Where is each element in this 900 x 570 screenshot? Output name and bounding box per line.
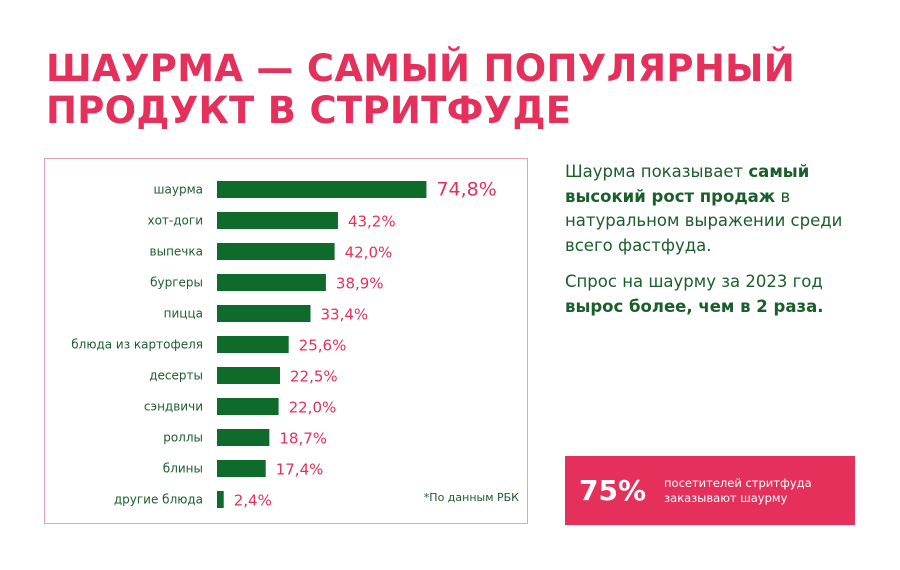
value-label: 22,5% bbox=[290, 368, 338, 386]
bar bbox=[217, 491, 224, 508]
bar bbox=[217, 305, 311, 322]
value-label: 38,9% bbox=[336, 275, 384, 293]
bar bbox=[217, 398, 279, 415]
category-label: хот-доги bbox=[147, 214, 203, 228]
value-label: 43,2% bbox=[348, 213, 396, 231]
stat-caption-line-1: посетителей стритфуда bbox=[664, 475, 812, 490]
page-title: ШАУРМА — САМЫЙ ПОПУЛЯРНЫЙ ПРОДУКТ В СТРИ… bbox=[46, 48, 866, 132]
bar bbox=[217, 274, 326, 291]
value-label: 17,4% bbox=[276, 461, 324, 479]
category-label: блины bbox=[163, 462, 203, 476]
category-label: сэндвичи bbox=[144, 400, 203, 414]
value-label: 74,8% bbox=[436, 179, 496, 201]
side-paragraph-2: Спрос на шаурму за 2023 год вырос более,… bbox=[565, 270, 865, 319]
side-p1-text-a: Шаурма показывает bbox=[565, 162, 749, 181]
side-p2-text-a: Спрос на шаурму за 2023 год bbox=[565, 272, 823, 291]
side-paragraph-1: Шаурма показывает самый высокий рост про… bbox=[565, 160, 865, 258]
value-label: 33,4% bbox=[321, 306, 369, 324]
value-label: 22,0% bbox=[289, 399, 337, 417]
value-label: 42,0% bbox=[345, 244, 393, 262]
bar-chart: шаурма 74,8% хот-доги 43,2% выпечка 42,0% бург… bbox=[71, 179, 497, 510]
bar bbox=[217, 243, 335, 260]
value-label: 2,4% bbox=[234, 492, 272, 510]
stat-caption-line-2: заказывают шаурму bbox=[664, 490, 788, 505]
category-label: блюда из картофеля bbox=[71, 338, 203, 352]
category-label: роллы bbox=[163, 431, 203, 445]
side-p1-text-c: в натуральном выражении среди всего фаст… bbox=[565, 186, 843, 255]
title-line-1: ШАУРМА — САМЫЙ ПОПУЛЯРНЫЙ bbox=[46, 47, 796, 90]
category-label: выпечка bbox=[150, 245, 203, 259]
side-description: Шаурма показывает самый высокий рост про… bbox=[565, 160, 865, 331]
category-label: другие блюда bbox=[114, 493, 203, 507]
side-p1-highlight: самый высокий рост продаж bbox=[565, 162, 810, 206]
category-label: бургеры bbox=[150, 276, 203, 290]
category-label: десерты bbox=[149, 369, 203, 383]
bar bbox=[217, 212, 338, 229]
bar-chart-panel: шаурма 74,8% хот-доги 43,2% выпечка 42,0% бург… bbox=[44, 158, 528, 524]
stat-callout: 75% посетителей стритфуда заказывают шау… bbox=[565, 456, 855, 525]
side-p2-highlight: вырос более, чем в 2 раза. bbox=[565, 296, 824, 316]
value-label: 18,7% bbox=[279, 430, 327, 448]
stat-value: 75% bbox=[579, 474, 647, 507]
bar bbox=[217, 367, 280, 384]
category-label: пицца bbox=[164, 307, 203, 321]
chart-footnote: *По данным РБК bbox=[423, 491, 519, 504]
bar bbox=[217, 429, 270, 446]
bar bbox=[217, 460, 266, 477]
value-label: 25,6% bbox=[299, 337, 347, 355]
category-label: шаурма bbox=[154, 183, 203, 197]
title-line-2: ПРОДУКТ В СТРИТФУДЕ bbox=[46, 89, 572, 132]
bar bbox=[217, 181, 427, 198]
stat-caption: посетителей стритфуда заказывают шаурму bbox=[664, 476, 812, 506]
bar bbox=[217, 336, 289, 353]
